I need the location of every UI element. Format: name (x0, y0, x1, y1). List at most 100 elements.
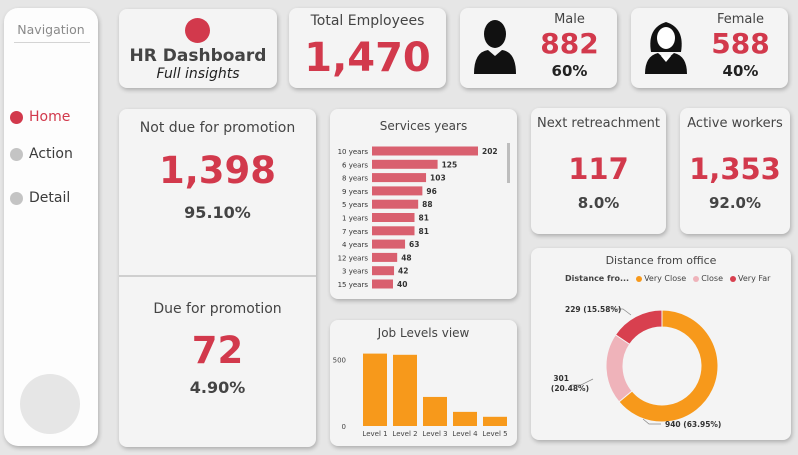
distance-legend: Distance fro... Very Close Close Very Fa… (565, 274, 773, 283)
active-workers-card: Active workers 1,353 92.0% (680, 108, 790, 234)
male-value: 882 (540, 27, 599, 60)
retreachment-value: 117 (568, 152, 629, 186)
services-value-label: 125 (442, 160, 458, 169)
job-level-bar (393, 354, 417, 426)
due-promotion-percent: 4.90% (189, 378, 246, 397)
female-percent: 40% (722, 62, 759, 80)
services-bar (372, 213, 415, 222)
promotion-divider (119, 275, 316, 277)
services-bar (372, 173, 427, 183)
total-employees-label: Total Employees (310, 13, 425, 29)
services-bar (372, 266, 395, 276)
male-label: Male (554, 12, 585, 27)
donut-data-label: (20.48%) (551, 384, 589, 393)
legend-dot-icon (636, 275, 643, 282)
job-levels-card: Job Levels view 500 0 Level 1 Level 2 Level … (330, 320, 517, 446)
donut-data-label: 229 (15.58%) (565, 305, 621, 314)
services-bar (372, 252, 398, 262)
job-level-label: Level 2 (392, 430, 417, 438)
retreachment-label: Next retreachment (537, 116, 660, 131)
services-value-label: 48 (401, 253, 411, 262)
donut-leader-line (571, 378, 594, 386)
services-value-label: 42 (398, 267, 408, 276)
services-category-label: 3 years (342, 268, 368, 276)
male-percent: 60% (551, 62, 588, 80)
legend-dot-icon (730, 275, 736, 282)
active-workers-label: Active workers (687, 116, 783, 131)
donut-leader-line (642, 418, 661, 425)
donut-slice (618, 309, 719, 423)
male-card: Male 882 60% (460, 8, 617, 88)
legend-item-close[interactable]: Close (693, 274, 723, 283)
services-category-label: 10 years (338, 148, 369, 156)
title-card: HR Dashboard Full insights (119, 9, 277, 88)
job-levels-title: Job Levels view (377, 326, 470, 340)
services-category-label: 5 years (342, 201, 368, 209)
job-level-label: Level 3 (422, 430, 447, 438)
male-person-icon (474, 20, 516, 74)
services-value-label: 81 (419, 227, 429, 236)
not-due-promotion-label: Not due for promotion (139, 120, 296, 136)
services-years-chart: 10 years 202 6 years 125 8 years 103 9 years 96… (338, 143, 510, 289)
not-due-promotion-percent: 95.10% (184, 203, 251, 222)
nav-item-detail[interactable]: Detail (10, 190, 70, 206)
job-level-bar (483, 416, 507, 426)
services-category-label: 7 years (342, 228, 368, 236)
total-employees-card: Total Employees 1,470 (289, 8, 446, 88)
services-bar (372, 159, 438, 169)
not-due-promotion-value: 1,398 (158, 149, 277, 192)
nav-item-home[interactable]: Home (10, 109, 70, 125)
promotion-card: Not due for promotion 1,398 95.10% Due f… (119, 109, 316, 447)
dashboard-subtitle: Full insights (156, 66, 240, 82)
nav-item-action[interactable]: Action (10, 146, 73, 162)
services-years-card: Services years 10 years 202 6 years 125 8 ye… (330, 109, 517, 299)
job-levels-ytick: 0 (342, 423, 346, 431)
nav-dot-icon (10, 191, 23, 205)
job-level-label: Level 5 (482, 430, 507, 438)
navigation-divider (14, 42, 90, 43)
services-category-label: 6 years (342, 161, 368, 169)
female-label: Female (716, 12, 764, 27)
retreachment-percent: 8.0% (577, 194, 620, 212)
nav-item-label: Home (29, 109, 71, 125)
donut-slice (605, 334, 633, 403)
services-value-label: 63 (409, 240, 419, 249)
navigation-panel: Navigation Home Action Detail (4, 8, 98, 446)
services-value-label: 81 (419, 214, 429, 223)
services-bar (372, 199, 419, 209)
nav-item-label: Detail (29, 190, 71, 206)
dashboard-title: HR Dashboard (129, 46, 267, 66)
services-value-label: 40 (397, 280, 407, 289)
donut-leader-line (611, 308, 632, 316)
job-level-bar (363, 353, 387, 426)
total-employees-value: 1,470 (304, 35, 431, 81)
navigation-title: Navigation (17, 22, 85, 37)
donut-data-label: 301 (553, 374, 569, 383)
services-bar (372, 239, 406, 249)
chart-scrollbar[interactable] (507, 143, 510, 183)
female-card: Female 588 40% (631, 8, 788, 88)
retreachment-card: Next retreachment 117 8.0% (531, 108, 666, 234)
services-value-label: 88 (422, 200, 432, 209)
donut-data-label: 940 (63.95%) (665, 420, 721, 429)
female-value: 588 (711, 27, 770, 60)
distance-donut-chart: 940 (63.95%) 301(20.48%) 229 (15.58%) (551, 305, 721, 429)
services-years-title: Services years (379, 119, 468, 133)
active-workers-value: 1,353 (689, 152, 781, 186)
job-level-label: Level 4 (452, 430, 478, 438)
nav-dot-icon (10, 147, 23, 161)
due-promotion-value: 72 (191, 329, 244, 372)
donut-slice (614, 309, 663, 345)
legend-label: Close (701, 274, 723, 283)
legend-item-very-close[interactable]: Very Close (636, 274, 686, 283)
services-category-label: 9 years (342, 188, 368, 196)
nav-item-label: Action (29, 146, 73, 162)
legend-label: Very Far (738, 274, 771, 283)
nav-dot-icon (10, 110, 23, 124)
due-promotion-label: Due for promotion (153, 301, 282, 317)
job-level-bar (453, 411, 477, 426)
legend-label: Very Close (644, 274, 687, 283)
services-bar (372, 279, 393, 289)
nav-circle-button[interactable] (20, 374, 80, 434)
legend-item-very-far[interactable]: Very Far (730, 274, 770, 283)
